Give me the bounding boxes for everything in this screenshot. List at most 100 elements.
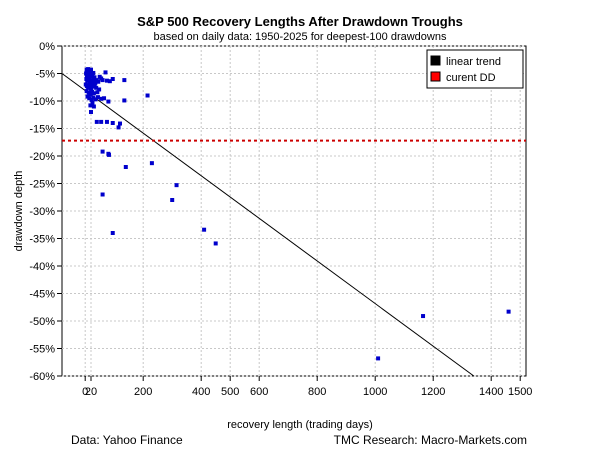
y-tick-label: -45%	[29, 289, 55, 301]
x-tick-label: 1200	[421, 386, 445, 398]
data-point	[95, 90, 100, 95]
data-point	[91, 104, 96, 109]
data-point	[94, 85, 99, 90]
data-point	[86, 85, 91, 90]
x-tick-label: 800	[308, 386, 326, 398]
data-point	[87, 80, 92, 85]
data-point	[88, 103, 93, 108]
x-axis: 020 200 400 500 600 800 1000 1200 1400 1500	[82, 376, 532, 398]
data-point	[89, 97, 94, 102]
data-point	[88, 92, 93, 97]
data-points	[83, 67, 511, 361]
data-point	[91, 91, 96, 96]
data-point	[91, 95, 96, 100]
data-point	[100, 149, 105, 154]
y-tick-label: 0%	[39, 41, 55, 53]
data-point	[376, 356, 381, 361]
source-right: TMC Research: Macro-Markets.com	[334, 433, 527, 447]
data-point	[170, 198, 175, 202]
data-point	[149, 161, 154, 166]
grid	[62, 45, 526, 377]
data-point	[97, 87, 102, 92]
y-tick-label: -50%	[29, 316, 55, 328]
data-point	[90, 73, 95, 78]
data-point	[110, 231, 115, 235]
data-point	[91, 70, 96, 75]
y-tick-label: -35%	[29, 234, 55, 246]
y-tick-label: -60%	[29, 371, 55, 383]
legend-swatch-trend	[430, 55, 441, 66]
data-point	[123, 165, 128, 169]
data-point	[106, 152, 111, 157]
y-tick-label: -40%	[29, 261, 55, 273]
y-tick-label: -20%	[29, 151, 55, 163]
data-point	[506, 309, 511, 314]
data-point	[89, 81, 94, 86]
data-point	[88, 74, 93, 79]
data-point	[107, 79, 112, 84]
data-point	[95, 95, 100, 100]
data-point	[84, 71, 89, 76]
data-point	[89, 110, 93, 114]
data-point	[90, 84, 95, 89]
x-axis-label: recovery length (trading days)	[227, 419, 373, 431]
data-point	[213, 241, 218, 246]
x-tick-label: 400	[192, 386, 210, 398]
trend-line	[61, 73, 475, 377]
x-tick-label: 200	[134, 386, 152, 398]
data-point	[421, 314, 426, 319]
legend-label-trend: linear trend	[446, 56, 501, 68]
data-point	[90, 100, 95, 105]
data-point	[100, 78, 105, 83]
data-point	[94, 119, 99, 124]
x-tick-label: 500	[221, 386, 239, 398]
legend-box	[426, 49, 524, 89]
data-point	[99, 96, 104, 101]
y-tick-label: -25%	[29, 179, 55, 191]
chart-subtitle: based on daily data: 1950-2025 for deepe…	[154, 31, 447, 43]
x-tick-label: 0	[82, 386, 88, 398]
y-axis: 0% -5% -10% -15% -20% -25% -30% -35% -40% -45% -50…	[29, 41, 62, 383]
source-left: Data: Yahoo Finance	[71, 433, 183, 447]
data-point	[116, 125, 121, 130]
data-point	[104, 78, 109, 83]
legend-label-current: curent DD	[446, 72, 496, 84]
data-point	[102, 96, 107, 101]
data-point	[100, 192, 105, 197]
data-point	[89, 86, 93, 91]
data-point	[145, 93, 150, 98]
data-point	[118, 121, 122, 126]
data-point	[88, 78, 93, 83]
data-point	[87, 83, 92, 88]
data-point	[202, 227, 207, 232]
data-point	[89, 67, 93, 72]
data-point	[106, 99, 111, 104]
data-point	[87, 96, 92, 101]
data-point	[122, 98, 127, 103]
data-point	[110, 121, 115, 125]
data-point	[103, 70, 108, 75]
data-point	[99, 119, 104, 124]
x-tick-label: 20	[85, 386, 97, 398]
data-point	[93, 97, 98, 102]
data-point	[91, 77, 96, 81]
x-tick-label: 1500	[508, 386, 532, 398]
y-tick-label: -30%	[29, 206, 55, 218]
x-tick-label: 1400	[479, 386, 503, 398]
data-point	[174, 183, 179, 188]
legend: linear trend curent DD	[426, 49, 524, 89]
data-point	[110, 77, 115, 81]
data-point	[91, 79, 96, 84]
data-point	[122, 78, 127, 83]
y-axis-label: drawdown depth	[13, 171, 25, 252]
chart-title: S&P 500 Recovery Lengths After Drawdown …	[137, 14, 463, 29]
x-tick-label: 1000	[363, 386, 387, 398]
y-tick-label: -15%	[29, 124, 55, 136]
y-tick-label: -5%	[35, 69, 55, 81]
y-tick-label: -55%	[29, 344, 55, 356]
data-point	[93, 80, 98, 85]
data-point	[84, 89, 89, 94]
legend-swatch-current	[430, 71, 441, 82]
x-tick-label: 600	[250, 386, 268, 398]
